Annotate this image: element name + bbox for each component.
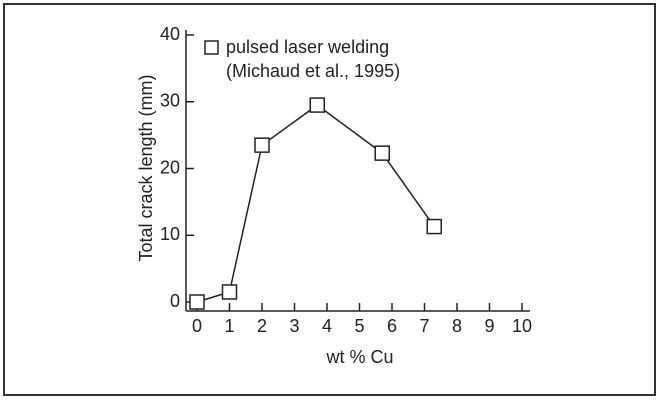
legend-label: pulsed laser welding	[226, 37, 389, 57]
frame	[3, 3, 656, 396]
x-tick-label: 2	[257, 316, 267, 336]
marker	[221, 284, 238, 300]
legend-marker	[204, 40, 219, 55]
marker	[254, 137, 270, 153]
x-tick-label: 7	[419, 316, 429, 336]
marker	[374, 145, 390, 161]
x-axis-label: wt % Cu	[325, 347, 393, 367]
x-tick-label: 3	[289, 316, 299, 336]
x-tick-label: 0	[192, 316, 202, 336]
x-tick-label: 6	[387, 316, 397, 336]
y-tick-label: 10	[160, 224, 180, 244]
marker	[189, 294, 205, 310]
x-tick-label: 10	[512, 316, 532, 336]
y-tick-label: 20	[160, 157, 180, 177]
y-tick-label: 40	[160, 24, 180, 44]
marker	[309, 97, 325, 113]
legend-note: (Michaud et al., 1995)	[226, 61, 400, 81]
marker	[426, 218, 442, 235]
x-tick-label: 5	[354, 316, 364, 336]
y-tick-label: 30	[160, 91, 180, 111]
y-axis-label: Total crack length (mm)	[136, 74, 156, 261]
x-tick-label: 8	[452, 316, 462, 336]
x-tick-label: 4	[322, 316, 332, 336]
x-tick-label: 1	[224, 316, 234, 336]
x-tick-label: 9	[484, 316, 494, 336]
y-tick-label: 0	[170, 291, 180, 311]
